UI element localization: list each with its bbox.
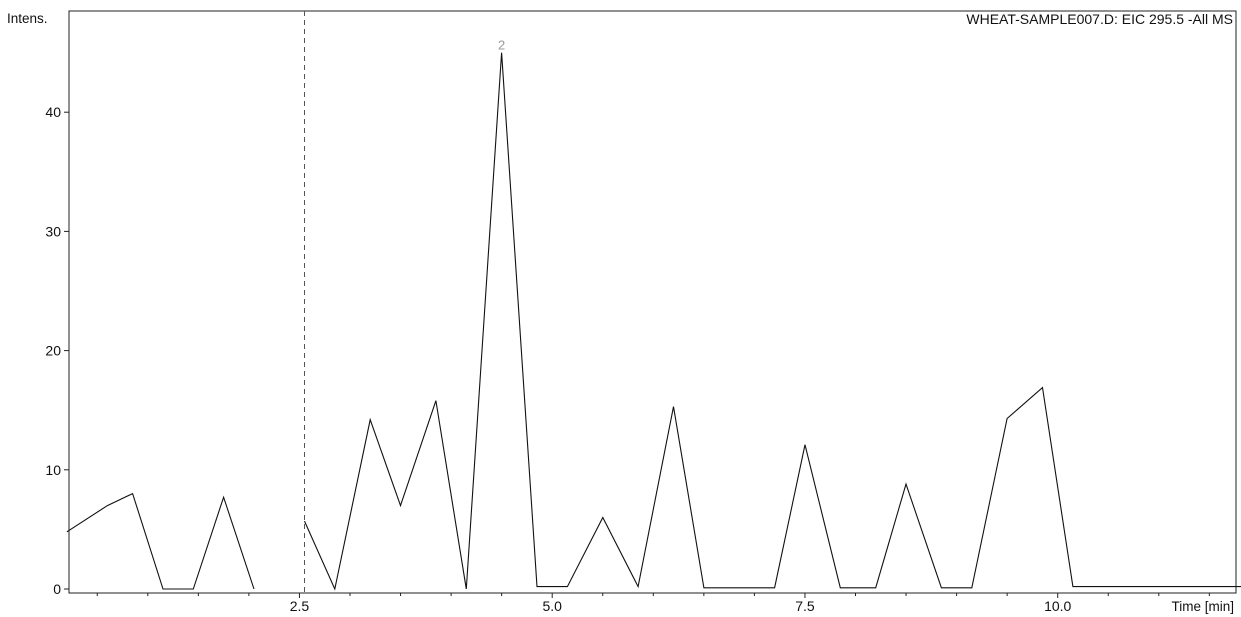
y-tick-label: 30 <box>45 223 61 239</box>
y-tick-label: 10 <box>45 462 61 478</box>
eic-trace <box>66 52 1241 591</box>
x-tick-label: 2.5 <box>290 598 310 614</box>
time-range-markers <box>304 11 306 593</box>
x-tick-label: 10.0 <box>1044 598 1071 614</box>
y-tick-label: 40 <box>45 104 61 120</box>
x-tick-label: 5.0 <box>542 598 562 614</box>
y-axis-title: Intens. <box>7 11 48 26</box>
chart-title: WHEAT-SAMPLE007.D: EIC 295.5 -All MS <box>966 11 1233 27</box>
trace-segment <box>66 492 255 590</box>
y-tick-label: 20 <box>45 343 61 359</box>
y-tick-label: 0 <box>53 581 61 597</box>
y-axis: 0 10 20 30 40 <box>45 104 69 597</box>
trace-segment <box>303 52 1241 591</box>
peak-number-label: 2 <box>498 38 505 53</box>
peak-annotations: 2 <box>498 38 505 53</box>
plot-frame <box>68 10 1237 594</box>
x-tick-label: 7.5 <box>795 598 815 614</box>
x-axis-title: Time [min] <box>1171 599 1234 614</box>
x-axis: 2.55.07.510.012.515.017.520.0 <box>96 593 1210 614</box>
